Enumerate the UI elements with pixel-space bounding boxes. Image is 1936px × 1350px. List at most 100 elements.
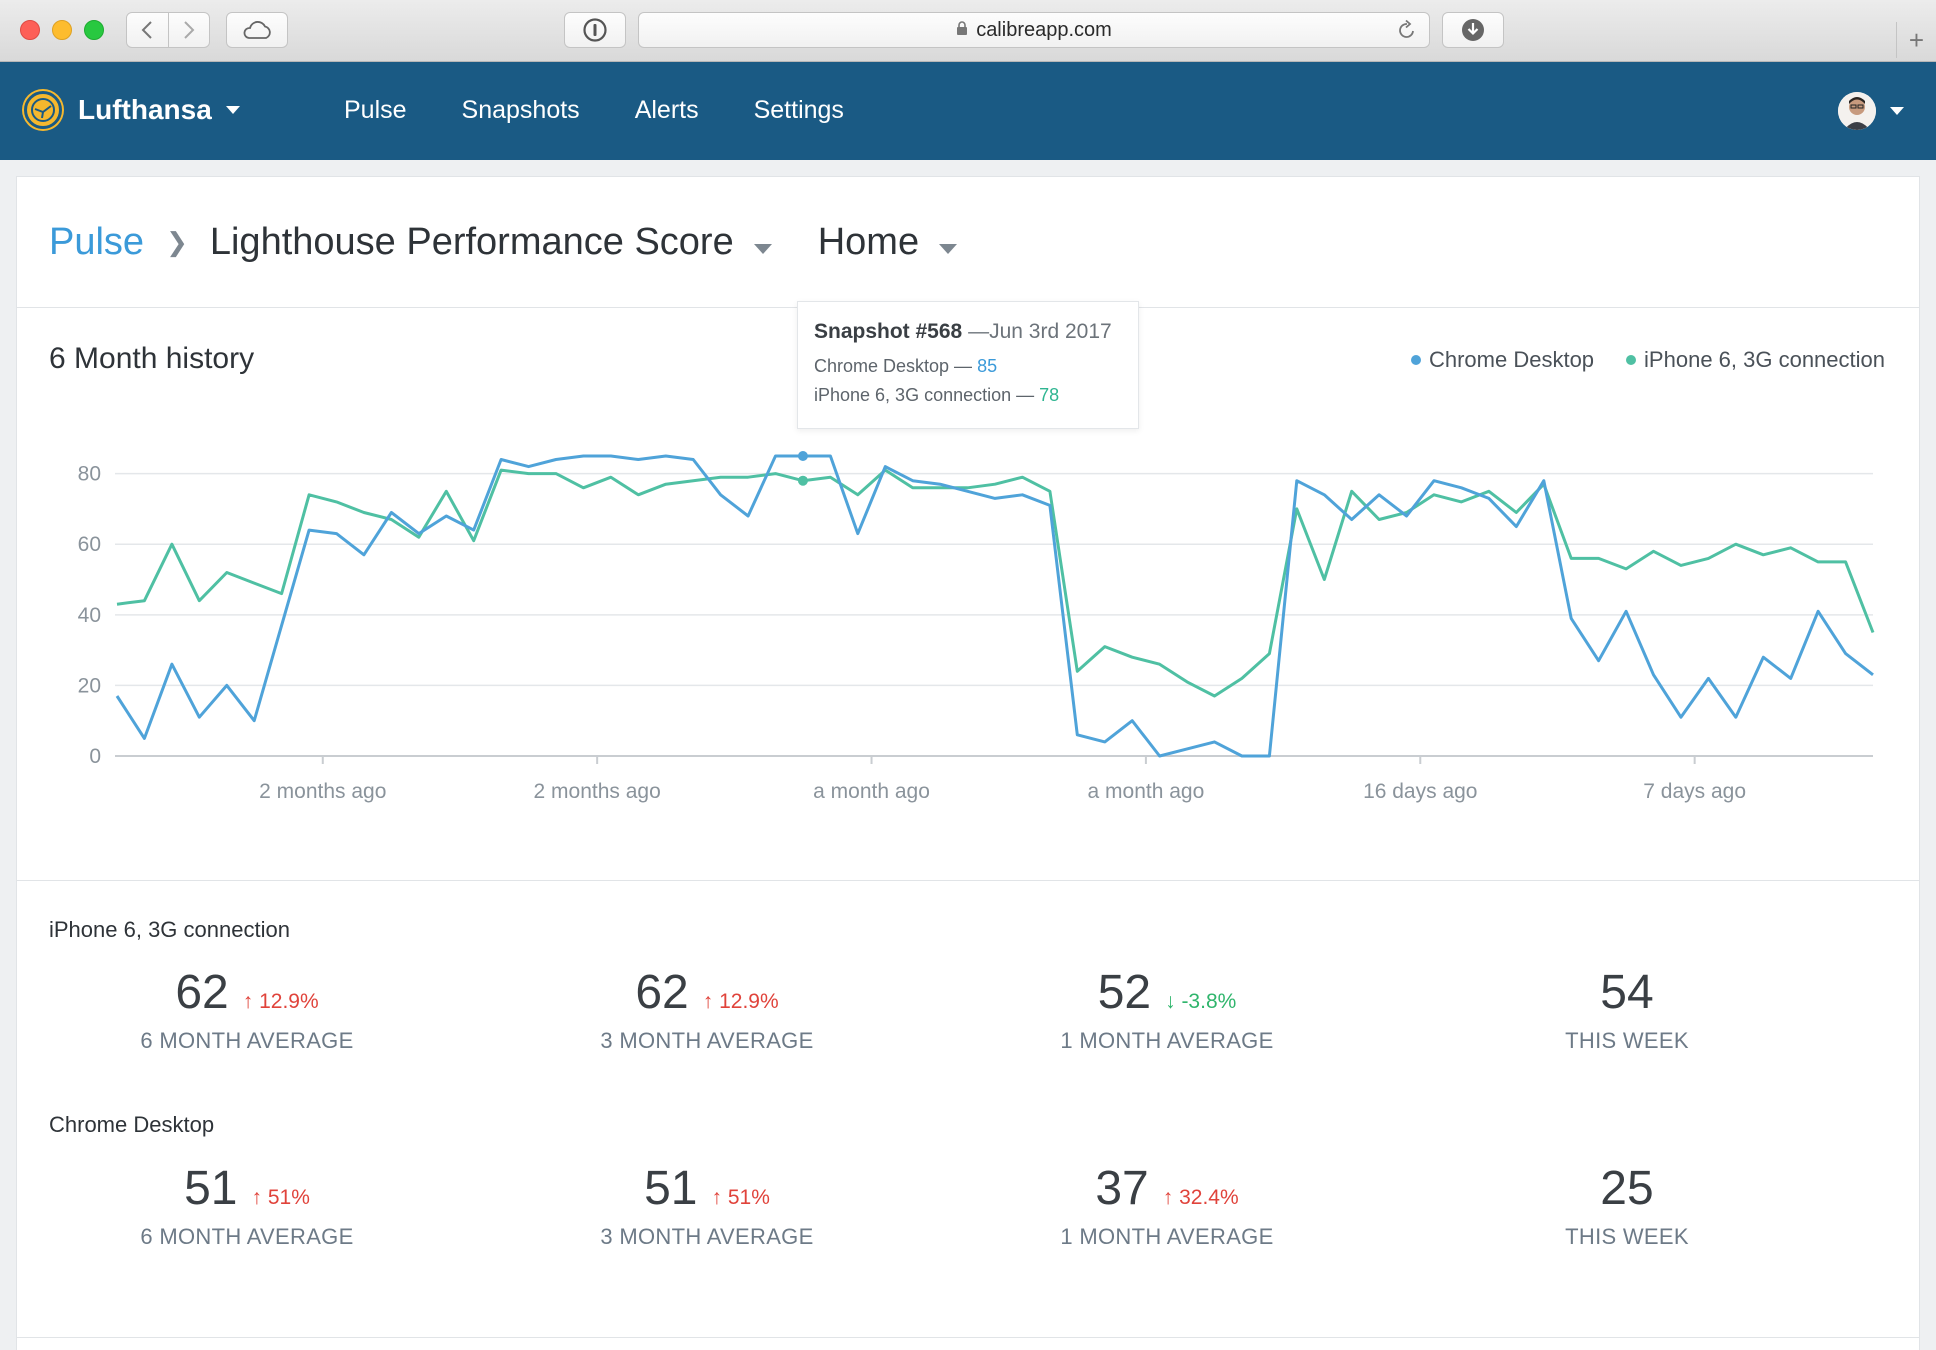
caret-down-icon <box>225 106 240 114</box>
page-selector[interactable]: Home <box>818 221 1003 264</box>
stat-card: 51 ↑ 51% 3 MONTH AVERAGE <box>477 1161 937 1250</box>
history-nav <box>126 12 210 48</box>
onepassword-icon <box>583 18 607 42</box>
highlight-point <box>797 475 808 486</box>
chevron-left-icon <box>141 21 152 39</box>
browser-toolbar: calibreapp.com + <box>0 0 1936 62</box>
stat-change: ↑ 12.9% <box>242 990 319 1013</box>
x-tick-label: 2 months ago <box>259 780 386 803</box>
divider <box>17 1337 1919 1338</box>
forward-button[interactable] <box>169 13 210 47</box>
nav-settings[interactable]: Settings <box>753 96 844 124</box>
chevron-right-icon: ❯ <box>166 227 188 257</box>
nav-pulse[interactable]: Pulse <box>344 96 407 124</box>
stat-card: 62 ↑ 12.9% 6 MONTH AVERAGE <box>17 965 477 1054</box>
minimize-window-button[interactable] <box>52 20 72 40</box>
y-tick-label: 60 <box>78 533 101 556</box>
y-tick-label: 80 <box>78 463 101 486</box>
app-header: Lufthansa Pulse Snapshots Alerts Setting… <box>0 62 1936 160</box>
close-window-button[interactable] <box>20 20 40 40</box>
stat-label: 1 MONTH AVERAGE <box>1060 1224 1274 1249</box>
highlight-point <box>797 451 808 461</box>
nav-alerts[interactable]: Alerts <box>634 96 699 124</box>
history-title: 6 Month history <box>49 342 255 375</box>
tooltip-value: 78 <box>1039 385 1060 405</box>
chevron-right-icon <box>184 21 195 39</box>
stat-label: 6 MONTH AVERAGE <box>140 1028 354 1053</box>
legend-label: iPhone 6, 3G connection <box>1644 347 1885 372</box>
stat-change-value: 51% <box>267 1186 310 1209</box>
breadcrumb-pulse-link[interactable]: Pulse <box>49 221 145 263</box>
stats-row-iphone: 62 ↑ 12.9% 6 MONTH AVERAGE 62 ↑ 12.9% 3 MO… <box>17 965 1919 1054</box>
stat-change: ↓ -3.8% <box>1165 990 1237 1013</box>
breadcrumb: Pulse ❯ Lighthouse Performance Score Hom… <box>49 221 1003 264</box>
snapshot-number: Snapshot #568 <box>814 320 963 343</box>
stat-label: 6 MONTH AVERAGE <box>140 1224 354 1249</box>
lock-icon <box>956 19 968 42</box>
stat-value: 54 <box>1600 966 1654 1019</box>
y-tick-label: 40 <box>78 604 101 627</box>
series-line <box>115 454 1874 758</box>
avatar <box>1838 92 1876 130</box>
stat-change-value: 12.9% <box>719 990 779 1013</box>
stat-card: 37 ↑ 32.4% 1 MONTH AVERAGE <box>937 1161 1397 1250</box>
user-menu[interactable] <box>1838 92 1904 130</box>
metric-selector[interactable]: Lighthouse Performance Score <box>210 221 818 264</box>
snapshot-tooltip: Snapshot #568 —Jun 3rd 2017 Chrome Deskt… <box>797 301 1139 429</box>
metric-name: Lighthouse Performance Score <box>209 221 734 263</box>
tooltip-label: Chrome Desktop — <box>814 356 978 376</box>
page-name: Home <box>817 221 920 263</box>
stat-card: 51 ↑ 51% 6 MONTH AVERAGE <box>17 1161 477 1250</box>
stat-value: 51 <box>644 1162 698 1215</box>
stat-label: THIS WEEK <box>1565 1028 1689 1053</box>
cloud-icon <box>243 21 271 39</box>
tooltip-title: Snapshot #568 —Jun 3rd 2017 <box>814 320 1122 344</box>
stat-value: 37 <box>1095 1162 1149 1215</box>
stat-change-value: 12.9% <box>259 990 319 1013</box>
password-manager-button[interactable] <box>564 12 626 48</box>
downloads-button[interactable] <box>1442 12 1504 48</box>
address-bar[interactable]: calibreapp.com <box>638 12 1430 48</box>
legend-item-iphone-3g[interactable]: iPhone 6, 3G connection <box>1626 347 1885 373</box>
stat-change-value: -3.8% <box>1181 990 1237 1013</box>
history-chart[interactable]: 0 20 40 60 80 2 months ago 2 months ago a month… <box>17 417 1919 837</box>
caret-down-icon <box>1890 107 1904 115</box>
legend-label: Chrome Desktop <box>1428 347 1595 372</box>
icloud-tabs-button[interactable] <box>226 12 288 48</box>
organisation-switcher[interactable]: Lufthansa <box>24 91 240 129</box>
legend-item-chrome-desktop[interactable]: Chrome Desktop <box>1410 347 1595 373</box>
stat-value: 62 <box>635 966 689 1019</box>
tooltip-row-chrome: Chrome Desktop — 85 <box>814 356 1122 377</box>
x-tick-label: 2 months ago <box>534 780 661 803</box>
stat-change: ↑ 32.4% <box>1162 1186 1239 1209</box>
stat-change-value: 51% <box>727 1186 770 1209</box>
tooltip-label: iPhone 6, 3G connection — <box>814 385 1040 405</box>
reload-icon[interactable] <box>1397 19 1417 47</box>
divider <box>17 880 1919 881</box>
stat-label: 3 MONTH AVERAGE <box>600 1028 814 1053</box>
stat-label: THIS WEEK <box>1565 1224 1689 1249</box>
x-tick-label: 7 days ago <box>1643 780 1746 803</box>
stat-value: 51 <box>184 1162 238 1215</box>
y-tick-label: 0 <box>89 745 101 768</box>
series-line <box>116 468 1875 698</box>
zoom-window-button[interactable] <box>84 20 104 40</box>
stat-card: 54 THIS WEEK <box>1397 965 1857 1054</box>
legend-dot <box>1410 355 1421 365</box>
caret-down-icon <box>753 244 772 254</box>
stat-change: ↑ 12.9% <box>702 990 779 1013</box>
stats-group-label: iPhone 6, 3G connection <box>49 917 290 942</box>
legend-dot <box>1626 355 1637 365</box>
back-button[interactable] <box>127 13 169 47</box>
stat-card: 52 ↓ -3.8% 1 MONTH AVERAGE <box>937 965 1397 1054</box>
stat-value: 25 <box>1600 1162 1654 1215</box>
stat-change-value: 32.4% <box>1179 1186 1239 1209</box>
new-tab-button[interactable]: + <box>1896 22 1936 58</box>
stat-card: 25 THIS WEEK <box>1397 1161 1857 1250</box>
nav-snapshots[interactable]: Snapshots <box>461 96 580 124</box>
lufthansa-logo-icon <box>24 91 62 129</box>
chart-legend: Chrome Desktop iPhone 6, 3G connection <box>1379 347 1885 373</box>
tooltip-value: 85 <box>977 356 998 376</box>
stat-value: 52 <box>1097 966 1152 1019</box>
stat-label: 1 MONTH AVERAGE <box>1060 1028 1274 1053</box>
